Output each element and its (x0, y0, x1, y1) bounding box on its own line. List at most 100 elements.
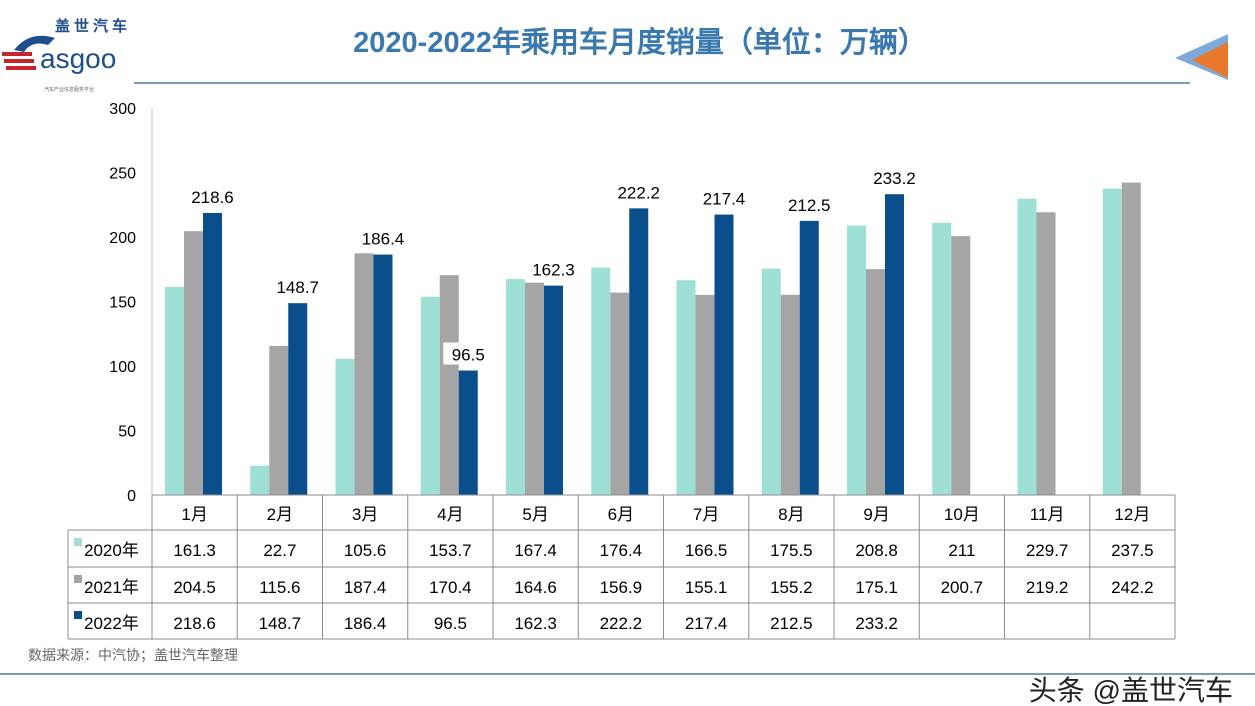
bar-2020年-9月 (847, 225, 866, 495)
bar-2022年-7月 (714, 214, 734, 495)
table-cell: 237.5 (1111, 541, 1154, 560)
logo-en: asgoo (40, 43, 116, 74)
data-label: 233.2 (873, 169, 916, 188)
table-cell: 218.6 (173, 614, 216, 633)
bar-2020年-12月 (1102, 188, 1122, 495)
bar-2022年-3月 (373, 254, 393, 495)
logo-cn: 盖世汽车 (55, 17, 131, 35)
legend-swatch (74, 538, 82, 546)
bar-2020年-10月 (932, 222, 952, 495)
legend-swatch (74, 575, 82, 583)
data-label-bg (784, 192, 835, 215)
bar-2021年-12月 (1121, 182, 1141, 495)
bar-2020年-1月 (165, 286, 184, 495)
table-cell: 115.6 (259, 578, 300, 597)
table-cell: 105.6 (344, 541, 387, 560)
table-cell: 153.7 (429, 541, 472, 560)
bar-2021年-4月 (439, 275, 459, 495)
bar-2020年-2月 (250, 465, 270, 495)
bar-2021年-2月 (269, 345, 289, 495)
table-cell: 176.4 (600, 541, 643, 560)
bar-2020年-8月 (761, 268, 781, 495)
table-cell: 233.2 (855, 614, 898, 633)
data-label: 162.3 (532, 261, 575, 280)
data-label-bg (187, 185, 238, 208)
x-tick-label: 10月 (944, 505, 980, 524)
table-cell: 164.6 (514, 578, 557, 597)
table-cell: 22.7 (263, 541, 296, 560)
bar-2022年-6月 (629, 208, 649, 495)
bar-2021年-6月 (610, 292, 630, 495)
table-cell: 175.5 (770, 541, 813, 560)
legend-label: 2021年 (84, 578, 139, 597)
watermark: 头条 @盖世汽车 (1029, 675, 1233, 706)
gasgoo-logo: 盖世汽车 asgoo 汽车产业信息服务平台 (2, 17, 131, 93)
table-cell: 242.2 (1111, 578, 1154, 597)
table-cell: 212.5 (770, 614, 813, 633)
x-tick-label: 11月 (1030, 505, 1065, 524)
bar-2022年-2月 (288, 303, 308, 495)
y-tick-label: 150 (109, 295, 136, 312)
bar-2022年-4月 (458, 370, 478, 495)
x-tick-label: 3月 (352, 505, 378, 524)
table-cell: 229.7 (1026, 541, 1069, 560)
x-tick-label: 2月 (267, 505, 293, 524)
x-tick-label: 7月 (693, 505, 719, 524)
bar-2020年-11月 (1017, 198, 1037, 495)
table-cell: 166.5 (685, 541, 728, 560)
source-note: 数据来源：中汽协；盖世汽车整理 (28, 647, 238, 664)
data-label-bg (443, 342, 494, 365)
data-label: 96.5 (452, 346, 485, 365)
bar-2022年-1月 (203, 213, 222, 496)
table-cell: 204.5 (173, 578, 216, 597)
table-cell: 96.5 (434, 614, 467, 633)
bar-2022年-9月 (885, 194, 904, 495)
bar-2021年-1月 (184, 231, 203, 495)
x-tick-label: 9月 (863, 505, 889, 524)
data-label-bg (528, 257, 579, 280)
legend-label: 2020年 (84, 541, 139, 560)
x-tick-label: 5月 (522, 505, 548, 524)
table-cell: 208.8 (855, 541, 898, 560)
data-label: 218.6 (191, 188, 234, 207)
table-cell: 200.7 (941, 578, 984, 597)
table-cell: 217.4 (685, 614, 728, 633)
data-label-bg (272, 275, 323, 298)
corner-arrow-icon (1175, 34, 1228, 80)
x-tick-label: 1月 (181, 505, 207, 524)
table-cell: 167.4 (514, 541, 557, 560)
table-cell: 219.2 (1026, 578, 1069, 597)
bar-2020年-6月 (591, 267, 611, 495)
data-label-bg (699, 186, 749, 209)
bar-2021年-8月 (780, 294, 800, 495)
x-tick-label: 12月 (1114, 505, 1150, 524)
data-label-bg (358, 226, 408, 249)
y-tick-label: 300 (109, 101, 136, 118)
x-tick-label: 4月 (437, 505, 463, 524)
legend-swatch (74, 611, 82, 619)
bar-2022年-5月 (544, 285, 563, 495)
table-cell: 156.9 (600, 578, 643, 597)
logo-tagline: 汽车产业信息服务平台 (44, 86, 94, 93)
bar-2021年-9月 (866, 269, 885, 495)
x-tick-label: 6月 (608, 505, 634, 524)
data-label: 217.4 (703, 190, 746, 209)
data-label-bg (613, 180, 664, 203)
table-cell: 162.3 (514, 614, 557, 633)
y-tick-label: 200 (109, 230, 136, 247)
table-cell: 148.7 (259, 614, 302, 633)
data-label: 186.4 (362, 230, 405, 249)
data-label-bg (869, 166, 920, 189)
chart-title: 2020-2022年乘用车月度销量（单位：万辆） (353, 25, 927, 59)
data-label: 222.2 (617, 183, 660, 202)
legend-label: 2022年 (84, 614, 139, 633)
table-cell: 211 (948, 541, 975, 560)
y-tick-label: 100 (109, 359, 136, 376)
y-tick-label: 50 (118, 424, 136, 441)
table-cell: 155.2 (770, 578, 813, 597)
data-label: 148.7 (276, 278, 319, 297)
bar-2022年-8月 (799, 220, 819, 495)
bar-2021年-3月 (354, 253, 374, 495)
